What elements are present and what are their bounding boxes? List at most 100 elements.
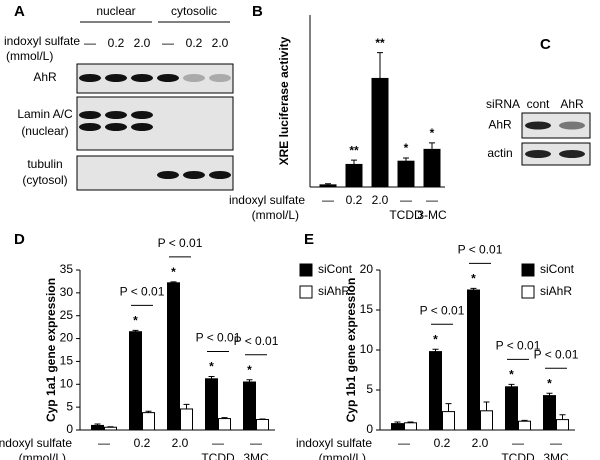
group-label: TCDD bbox=[201, 451, 235, 460]
legend-label: siCont bbox=[318, 262, 353, 276]
panel-label: B bbox=[252, 3, 263, 20]
group-label: nuclear bbox=[96, 4, 135, 18]
x-tick-label: — bbox=[400, 193, 412, 207]
lane-label: 2.0 bbox=[134, 36, 151, 50]
significance: ** bbox=[349, 143, 359, 157]
significance: * bbox=[433, 332, 438, 346]
x-tick-label: 0.2 bbox=[134, 436, 151, 450]
error-bar bbox=[221, 417, 228, 419]
p-value: P < 0.01 bbox=[158, 236, 203, 250]
blot-band bbox=[559, 121, 585, 130]
bar bbox=[218, 418, 231, 431]
error-bar bbox=[377, 52, 383, 79]
treatment-label: indoxyl sulfate bbox=[4, 34, 80, 48]
header-label: siRNA bbox=[486, 97, 520, 111]
significance: * bbox=[547, 376, 552, 390]
row-label: actin bbox=[487, 146, 512, 160]
p-value: P < 0.01 bbox=[534, 347, 579, 361]
bar bbox=[319, 184, 337, 188]
bar bbox=[442, 411, 455, 431]
row-label: (nuclear) bbox=[21, 124, 68, 138]
error-bar bbox=[432, 348, 439, 352]
bar bbox=[104, 426, 117, 431]
x-tick-label: 2.0 bbox=[372, 193, 389, 207]
bar bbox=[397, 160, 415, 188]
bar bbox=[467, 289, 480, 431]
treatment-unit: (mmol/L) bbox=[6, 49, 53, 63]
error-bar bbox=[183, 403, 190, 409]
blot-band bbox=[183, 74, 205, 82]
error-bar bbox=[325, 183, 331, 185]
blot-band bbox=[79, 74, 101, 82]
y-axis-label: XRE luciferase activity bbox=[277, 36, 291, 165]
y-tick-label: 10 bbox=[60, 376, 74, 390]
legend-swatch bbox=[521, 285, 535, 299]
y-axis-label: Cyp 1a1 gene expression bbox=[44, 278, 58, 422]
legend-label: siCont bbox=[540, 262, 575, 276]
error-bar bbox=[403, 157, 409, 162]
x-axis-label: indoxyl sulfate bbox=[296, 436, 372, 450]
error-bar bbox=[429, 142, 435, 150]
blot-band bbox=[131, 123, 153, 131]
blot-band bbox=[559, 150, 585, 158]
blot-box bbox=[76, 63, 234, 94]
legend-swatch bbox=[299, 263, 313, 277]
group-label: 3MC bbox=[543, 451, 569, 460]
panel-label: C bbox=[540, 36, 551, 53]
legend-swatch bbox=[299, 285, 313, 299]
bar bbox=[243, 381, 256, 431]
x-tick-label: 0.2 bbox=[346, 193, 363, 207]
error-bar bbox=[521, 419, 528, 422]
x-tick-label: 0.2 bbox=[434, 436, 451, 450]
significance: * bbox=[171, 265, 176, 279]
x-axis-label: indoxyl sulfate bbox=[0, 436, 72, 450]
blot-band bbox=[105, 123, 127, 131]
bar bbox=[391, 423, 404, 431]
group-label: TCDD bbox=[501, 451, 535, 460]
y-tick-label: 10 bbox=[360, 342, 374, 356]
y-tick-label: 0 bbox=[366, 422, 373, 436]
p-value: P < 0.01 bbox=[196, 331, 241, 345]
y-tick-label: 30 bbox=[60, 285, 74, 299]
x-axis-unit: (mmol/L) bbox=[252, 208, 299, 222]
lane-label: — bbox=[84, 36, 96, 50]
y-tick-label: 15 bbox=[60, 354, 74, 368]
row-label: AhR bbox=[33, 70, 57, 84]
y-tick-label: 20 bbox=[360, 262, 374, 276]
p-value: P < 0.01 bbox=[496, 339, 541, 353]
row-label: Lamin A/C bbox=[17, 107, 73, 121]
panel-label: A bbox=[14, 3, 25, 20]
error-bar bbox=[246, 379, 253, 382]
lane-label: 2.0 bbox=[212, 36, 229, 50]
error-bar bbox=[132, 329, 139, 332]
p-value: P < 0.01 bbox=[120, 285, 165, 299]
y-tick-label: 35 bbox=[60, 262, 74, 276]
error-bar bbox=[483, 401, 490, 411]
blot-band bbox=[105, 74, 127, 82]
significance: * bbox=[471, 272, 476, 286]
error-bar bbox=[208, 376, 215, 379]
blot-band bbox=[79, 123, 101, 131]
bar bbox=[142, 412, 155, 431]
bar bbox=[91, 424, 104, 431]
lane-label: cont bbox=[527, 97, 550, 111]
y-axis-label: Cyp 1b1 gene expression bbox=[344, 278, 358, 423]
bar bbox=[345, 163, 363, 188]
row-label: tubulin bbox=[27, 157, 62, 171]
error-bar bbox=[445, 403, 452, 412]
x-tick-label: 2.0 bbox=[172, 436, 189, 450]
blot-band bbox=[183, 171, 205, 179]
error-bar bbox=[470, 287, 477, 290]
blot-band bbox=[157, 74, 179, 82]
bar bbox=[505, 386, 518, 431]
x-tick-label: — bbox=[512, 436, 524, 450]
y-tick-label: 20 bbox=[60, 331, 74, 345]
y-tick-label: 25 bbox=[60, 308, 74, 322]
bar bbox=[480, 410, 493, 431]
blot-band bbox=[525, 150, 551, 158]
error-bar bbox=[94, 423, 101, 426]
significance: * bbox=[247, 363, 252, 377]
bar bbox=[205, 378, 218, 431]
blot-band bbox=[209, 74, 231, 82]
